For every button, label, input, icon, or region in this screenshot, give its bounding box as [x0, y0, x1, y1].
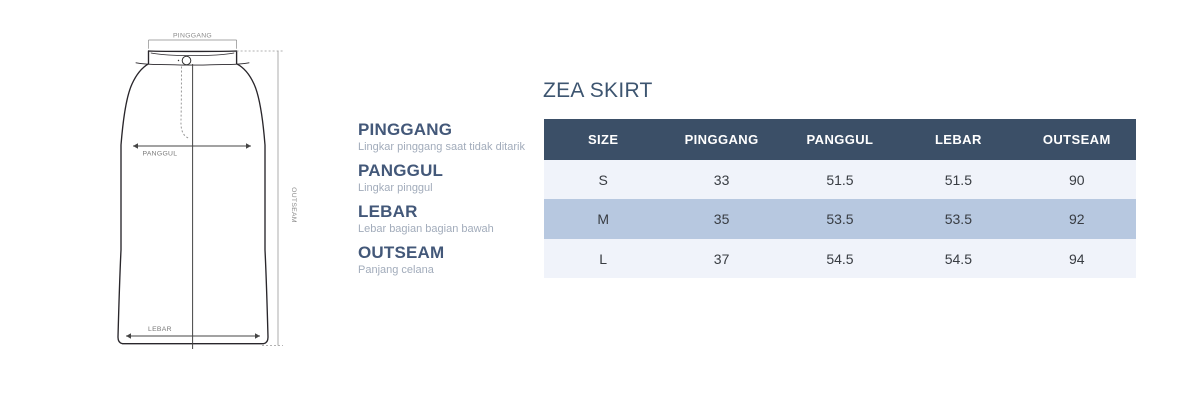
- svg-text:PANGGUL: PANGGUL: [143, 151, 178, 158]
- svg-text:LEBAR: LEBAR: [148, 326, 172, 333]
- svg-text:PINGGANG: PINGGANG: [173, 33, 212, 40]
- svg-text:OUTSEAM: OUTSEAM: [290, 187, 297, 223]
